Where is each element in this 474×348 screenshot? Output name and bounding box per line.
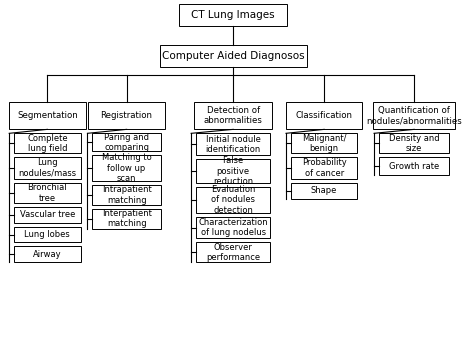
FancyBboxPatch shape: [286, 102, 362, 129]
Text: Lung lobes: Lung lobes: [25, 230, 70, 239]
Text: Probability
of cancer: Probability of cancer: [302, 158, 346, 178]
FancyBboxPatch shape: [196, 159, 270, 183]
Text: Bronchial
tree: Bronchial tree: [27, 183, 67, 203]
Text: Initial nodule
identification: Initial nodule identification: [206, 135, 261, 154]
FancyBboxPatch shape: [89, 102, 165, 129]
Text: Airway: Airway: [33, 250, 62, 259]
FancyBboxPatch shape: [291, 133, 357, 153]
Text: Growth rate: Growth rate: [389, 161, 439, 171]
Text: Classification: Classification: [296, 111, 353, 120]
FancyBboxPatch shape: [92, 209, 161, 229]
Text: Registration: Registration: [100, 111, 153, 120]
FancyBboxPatch shape: [14, 207, 81, 223]
FancyBboxPatch shape: [291, 183, 357, 199]
Text: Complete
lung field: Complete lung field: [27, 134, 68, 153]
FancyBboxPatch shape: [14, 246, 81, 262]
Text: Interpatient
matching: Interpatient matching: [101, 209, 152, 228]
FancyBboxPatch shape: [92, 133, 161, 151]
FancyBboxPatch shape: [291, 157, 357, 179]
FancyBboxPatch shape: [196, 217, 270, 238]
FancyBboxPatch shape: [92, 185, 161, 205]
FancyBboxPatch shape: [180, 5, 287, 26]
Text: Paring and
comparing: Paring and comparing: [104, 133, 149, 152]
Text: Matching to
follow up
scan: Matching to follow up scan: [102, 153, 152, 183]
Text: Quantification of
nodules/abnormalities: Quantification of nodules/abnormalities: [366, 106, 462, 125]
Text: Vascular tree: Vascular tree: [20, 210, 75, 219]
Text: False
positive
reduction: False positive reduction: [213, 156, 253, 186]
Text: Density and
size: Density and size: [389, 134, 439, 153]
Text: Characterization
of lung nodelus: Characterization of lung nodelus: [199, 218, 268, 237]
Text: Intrapatient
matching: Intrapatient matching: [102, 185, 152, 205]
FancyBboxPatch shape: [379, 157, 449, 175]
Text: Malignant/
benign: Malignant/ benign: [302, 134, 346, 153]
FancyBboxPatch shape: [92, 155, 161, 181]
FancyBboxPatch shape: [196, 133, 270, 155]
Text: Lung
nodules/mass: Lung nodules/mass: [18, 158, 76, 178]
Text: Segmentation: Segmentation: [17, 111, 78, 120]
FancyBboxPatch shape: [9, 102, 85, 129]
FancyBboxPatch shape: [14, 227, 81, 243]
FancyBboxPatch shape: [373, 102, 455, 129]
FancyBboxPatch shape: [194, 102, 273, 129]
Text: Evaluation
of nodules
detection: Evaluation of nodules detection: [211, 185, 255, 215]
Text: CT Lung Images: CT Lung Images: [191, 10, 275, 20]
Text: Observer
performance: Observer performance: [206, 243, 260, 262]
Text: Detection of
abnormalities: Detection of abnormalities: [204, 106, 263, 125]
Text: Shape: Shape: [311, 187, 337, 195]
FancyBboxPatch shape: [160, 45, 307, 67]
Text: Computer Aided Diagnosos: Computer Aided Diagnosos: [162, 51, 304, 61]
FancyBboxPatch shape: [196, 243, 270, 262]
FancyBboxPatch shape: [14, 133, 81, 153]
FancyBboxPatch shape: [196, 187, 270, 213]
FancyBboxPatch shape: [14, 157, 81, 179]
FancyBboxPatch shape: [14, 183, 81, 203]
FancyBboxPatch shape: [379, 133, 449, 153]
